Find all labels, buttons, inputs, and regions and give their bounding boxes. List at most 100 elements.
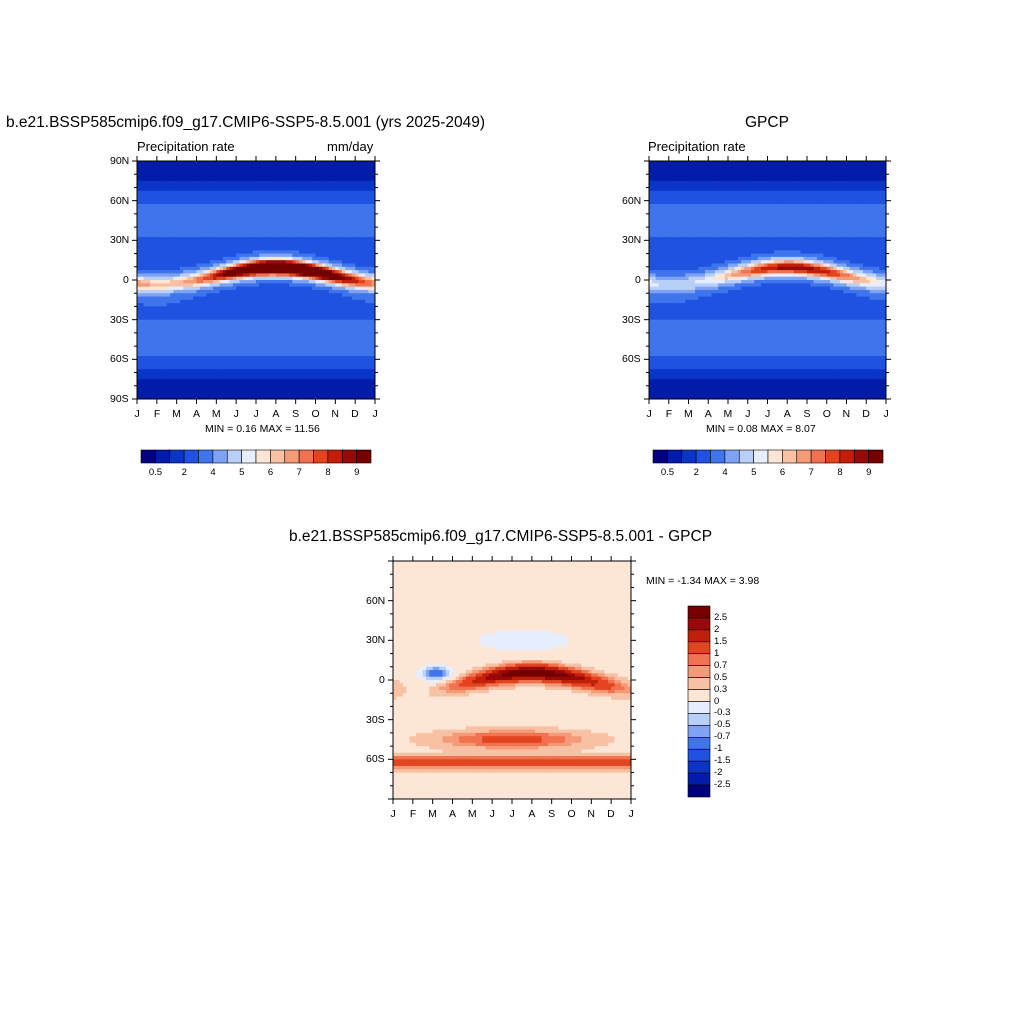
- panel3-title: b.e21.BSSP585cmip6.f09_g17.CMIP6-SSP5-8.…: [289, 528, 713, 545]
- panel3-colorbar-label: 0: [714, 695, 720, 707]
- panel2-colorbar-label: 6: [779, 467, 786, 478]
- panel1-colorbar: [140, 449, 372, 464]
- panel2-left-label: Precipitation rate: [648, 139, 746, 154]
- panel2-xtick-label: J: [765, 408, 771, 420]
- panel3-colorbar: [687, 605, 711, 798]
- panel1-colorbar-label: 2: [181, 467, 187, 478]
- panel3-ytick-label: 30S: [366, 713, 385, 726]
- panel1-colorbar-label: 4: [210, 467, 216, 478]
- panel3-xtick-label: D: [607, 808, 615, 820]
- panel2-field: [649, 161, 887, 400]
- panel3-colorbar-label: -0.3: [714, 707, 731, 719]
- panel1-xtick-label: A: [272, 408, 280, 420]
- panel2-colorbar-label: 0.5: [660, 467, 675, 478]
- panel2-colorbar-label: 5: [751, 467, 757, 478]
- panel3-colorbar-label: 2.5: [714, 611, 728, 623]
- panel2-xtick-label: N: [842, 408, 851, 420]
- panel1-xtick-label: J: [372, 408, 378, 420]
- panel2-xtick-label: F: [665, 408, 673, 420]
- panel3-xtick-label: M: [428, 808, 437, 820]
- panel3-colorbar-label: 1: [714, 647, 720, 659]
- panel3-ytick-label: 0: [379, 674, 385, 686]
- panel2-ytick-label: 60N: [622, 194, 642, 207]
- panel3-colorbar-label: -1: [714, 743, 723, 755]
- panel3-xtick-label: M: [467, 808, 477, 820]
- panel3-ytick-label: 60S: [366, 753, 385, 766]
- panel3-xtick-label: A: [528, 808, 536, 820]
- panel2-xtick-label: M: [723, 408, 733, 420]
- panel3-colorbar-label: 2: [714, 623, 720, 635]
- panel2-xtick-label: D: [862, 408, 870, 420]
- panel1-xtick-label: J: [134, 408, 140, 420]
- panel2-colorbar: [652, 449, 884, 464]
- panel1-xtick-label: J: [253, 408, 259, 420]
- panel1-xtick-label: N: [331, 408, 339, 420]
- panel1-ytick-label: 30N: [110, 234, 130, 247]
- panel2-colorbar-label: 4: [722, 467, 728, 478]
- panel3-xtick-label: F: [409, 808, 417, 820]
- panel1-colorbar-label: 6: [267, 467, 274, 478]
- panel1-xtick-label: A: [193, 408, 201, 420]
- panel1-xtick-label: M: [172, 408, 181, 420]
- panel3-colorbar-label: -2: [714, 767, 723, 779]
- panel3-xtick-label: S: [548, 808, 556, 820]
- panel2-xtick-label: A: [783, 408, 791, 420]
- panel1-xtick-label: D: [351, 408, 359, 420]
- panel3-colorbar-label: -0.7: [714, 731, 731, 743]
- panel2-ytick-label: 0: [635, 274, 641, 286]
- panel1-field: [137, 161, 376, 400]
- panel3-xtick-label: J: [390, 808, 396, 820]
- panel1-stats: MIN = 0.16 MAX = 11.56: [205, 423, 320, 435]
- panel2-colorbar-label: 8: [837, 467, 843, 478]
- panel1-ytick-label: 30S: [110, 313, 129, 326]
- panel2-colorbar-label: 2: [693, 467, 699, 478]
- panel1-xtick-label: M: [211, 408, 221, 420]
- panel1-colorbar-label: 9: [354, 467, 360, 478]
- panel3-xtick-label: N: [587, 808, 595, 820]
- panel3-xtick-label: J: [628, 808, 634, 820]
- panel1-ytick-label: 0: [123, 274, 129, 286]
- panel1-colorbar-label: 0.5: [148, 467, 163, 478]
- panel1-colorbar-label: 8: [325, 467, 331, 478]
- panel1-units-label: mm/day: [327, 139, 374, 154]
- panel1-xtick-label: S: [292, 408, 300, 420]
- panel3-colorbar-label: -1.5: [714, 755, 731, 767]
- panel1-xtick-label: J: [233, 408, 239, 420]
- panel2-ytick-label: 30N: [622, 234, 642, 247]
- panel3-colorbar-label: 0.7: [714, 659, 728, 671]
- panel3-xtick-label: J: [509, 808, 515, 820]
- panel3-colorbar-label: -2.5: [714, 779, 731, 791]
- panel2-ytick-label: 30S: [622, 313, 641, 326]
- panel2-xtick-label: J: [745, 408, 751, 420]
- panel2-ytick-label: 60S: [622, 353, 641, 366]
- panel2-colorbar-label: 9: [866, 467, 872, 478]
- panel3-colorbar-label: 0.3: [714, 683, 728, 695]
- panel1-title: b.e21.BSSP585cmip6.f09_g17.CMIP6-SSP5-8.…: [6, 114, 486, 131]
- panel3-colorbar-label: -0.5: [714, 719, 731, 731]
- panel3-xtick-label: A: [449, 808, 457, 820]
- panel2-title: GPCP: [745, 114, 789, 131]
- panel2-stats: MIN = 0.08 MAX = 8.07: [706, 423, 816, 435]
- panel1-ytick-label: 60S: [110, 353, 129, 366]
- panel1-xtick-label: O: [311, 408, 320, 420]
- panel1-xtick-label: F: [153, 408, 161, 420]
- panel3-field: [393, 561, 632, 800]
- panel3-stats: MIN = -1.34 MAX = 3.98: [646, 575, 760, 587]
- panel2-xtick-label: J: [883, 408, 889, 420]
- panel3-colorbar-label: 1.5: [714, 635, 728, 647]
- panel3-ytick-label: 60N: [366, 594, 386, 607]
- panel2-xtick-label: O: [822, 408, 831, 420]
- panel1-colorbar-label: 5: [239, 467, 245, 478]
- panel3-ytick-label: 30N: [366, 634, 386, 647]
- panel2-xtick-label: A: [704, 408, 712, 420]
- panel1-ytick-label: 90N: [110, 155, 130, 167]
- panel1-ytick-label: 90S: [110, 393, 129, 405]
- panel3-colorbar-label: 0.5: [714, 671, 728, 683]
- panel2-xtick-label: J: [646, 408, 652, 420]
- panel2-xtick-label: S: [803, 408, 811, 420]
- panel2-colorbar-label: 7: [808, 467, 814, 478]
- panel3-xtick-label: J: [489, 808, 495, 820]
- panel1-ytick-label: 60N: [110, 194, 130, 207]
